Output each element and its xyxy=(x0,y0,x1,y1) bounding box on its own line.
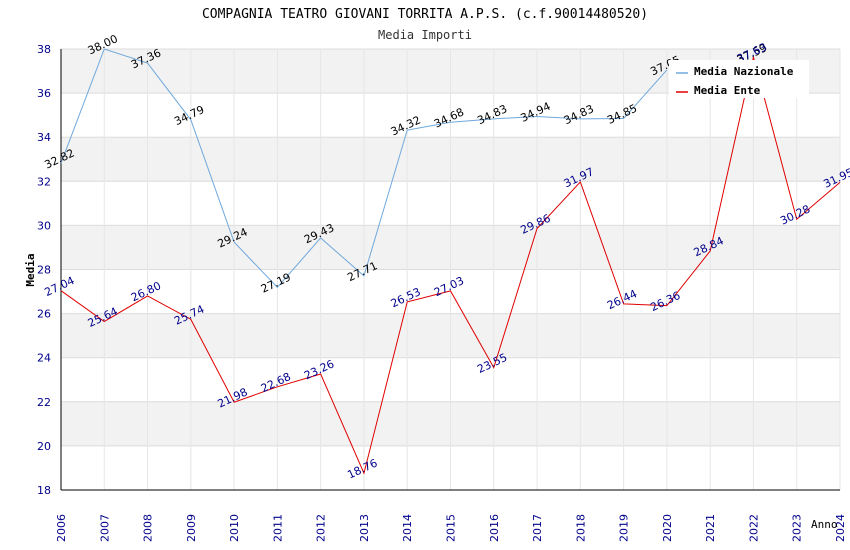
y-tick-label: 36 xyxy=(37,87,51,100)
x-tick-label: 2016 xyxy=(488,514,501,542)
legend-box xyxy=(669,60,809,98)
y-tick-label: 26 xyxy=(37,308,51,321)
y-tick-label: 30 xyxy=(37,219,51,232)
x-tick-label: 2009 xyxy=(185,514,198,542)
x-tick-label: 2015 xyxy=(445,514,458,542)
x-tick-label: 2013 xyxy=(358,514,371,542)
y-tick-label: 38 xyxy=(37,43,51,56)
x-tick-label: 2021 xyxy=(704,514,717,542)
x-tick-label: 2020 xyxy=(661,514,674,542)
y-axis-label: Media xyxy=(24,253,37,286)
x-tick-label: 2017 xyxy=(531,514,544,542)
y-tick-label: 18 xyxy=(37,484,51,497)
y-tick-label: 32 xyxy=(37,175,51,188)
series-line-nazionale xyxy=(60,48,668,289)
x-tick-labels: 2006 2007 2008 2009 2010 2011 2012 2013 2014 2015… xyxy=(55,514,847,542)
y-tick-label: 20 xyxy=(37,440,51,453)
x-tick-label: 2014 xyxy=(401,514,414,542)
y-tick-label: 24 xyxy=(37,352,51,365)
x-tick-label: 2011 xyxy=(271,514,284,542)
x-tick-label: 2022 xyxy=(747,514,760,542)
x-tick-label: 2007 xyxy=(98,514,111,542)
x-tick-label: 2024 xyxy=(834,514,847,542)
legend-label-nazionale: Media Nazionale xyxy=(694,65,794,78)
x-tick-label: 2018 xyxy=(574,514,587,542)
y-tick-label: 22 xyxy=(37,396,51,409)
x-tick-label: 2023 xyxy=(791,514,804,542)
x-tick-label: 2006 xyxy=(55,514,68,542)
chart-title: COMPAGNIA TEATRO GIOVANI TORRITA A.P.S. … xyxy=(202,7,648,22)
legend: Media Nazionale Media Ente xyxy=(669,60,809,98)
x-tick-label: 2019 xyxy=(618,514,631,542)
y-tick-label: 28 xyxy=(37,264,51,277)
series-lines xyxy=(60,48,841,475)
x-axis-label: Anno xyxy=(811,518,838,531)
legend-label-ente: Media Ente xyxy=(694,84,761,97)
x-tick-label: 2010 xyxy=(228,514,241,542)
x-tick-label: 2008 xyxy=(142,514,155,542)
y-tick-label: 34 xyxy=(37,131,51,144)
chart-subtitle: Media Importi xyxy=(378,28,472,42)
y-tick-labels: 18 20 22 24 26 28 30 32 34 36 38 xyxy=(37,43,51,497)
series-line-ente xyxy=(60,57,841,475)
x-tick-label: 2012 xyxy=(315,514,328,542)
